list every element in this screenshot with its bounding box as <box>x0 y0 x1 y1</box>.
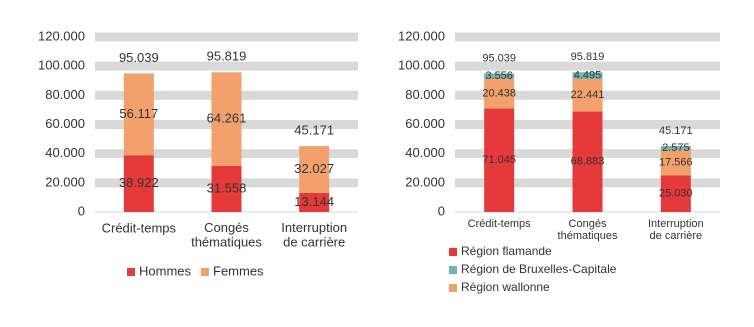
bar-segment <box>211 165 242 212</box>
value-label: 31.558 <box>207 180 247 195</box>
y-tick-label: 40.000 <box>405 145 445 160</box>
chart: 0 20.000 40.000 60.000 80.000 100.000 120.000 C… <box>398 28 720 294</box>
value-label: 3.556 <box>485 70 513 82</box>
y-tick-label: 20.000 <box>405 174 445 189</box>
bar-segment <box>299 146 330 193</box>
value-label: 25.030 <box>659 188 693 200</box>
bar-segment <box>211 72 242 166</box>
legend-label: Région wallonne <box>461 280 550 294</box>
bar-segment <box>484 73 515 79</box>
bar-segment <box>572 72 603 79</box>
y-tick-label: 0 <box>438 203 445 218</box>
total-label: 95.819 <box>571 51 605 63</box>
bar-segment <box>572 111 603 212</box>
bar-segment <box>299 192 330 212</box>
value-label: 38.922 <box>119 175 159 190</box>
value-label: 4.495 <box>574 69 602 81</box>
y-tick-label: 0 <box>78 203 85 218</box>
legend-label: Femmes <box>213 263 264 278</box>
chart: 0 20.000 40.000 60.000 80.000 100.000 120.000 C… <box>38 28 358 278</box>
legend-swatch <box>201 268 209 276</box>
y-tick-label: 120.000 <box>398 28 445 43</box>
total-label: 95.039 <box>482 52 516 64</box>
bar-segment <box>660 149 691 176</box>
value-label: 71.045 <box>482 154 516 166</box>
legend-swatch <box>449 248 457 256</box>
legend-swatch <box>449 284 457 292</box>
y-tick-label: 40.000 <box>45 145 85 160</box>
total-label: 95.819 <box>207 49 247 64</box>
legend-label: Hommes <box>139 263 192 278</box>
bar-segment <box>484 78 515 109</box>
legend-swatch <box>127 268 135 276</box>
x-tick-label: Interruption de carrière <box>281 220 347 249</box>
legend-label: Région de Bruxelles-Capitale <box>461 262 617 276</box>
value-label: 56.117 <box>119 106 158 121</box>
y-tick-label: 80.000 <box>45 87 85 102</box>
legend-label: Région flamande <box>461 244 552 258</box>
x-tick-label: Congés thématiques <box>558 218 618 242</box>
value-label: 68.883 <box>571 156 605 168</box>
x-tick-label: Crédit-temps <box>102 220 177 235</box>
legend-swatch <box>449 266 457 274</box>
y-tick-label: 60.000 <box>45 116 85 131</box>
value-label: 17.566 <box>659 157 693 169</box>
value-label: 20.438 <box>482 87 516 99</box>
y-tick-label: 100.000 <box>398 58 445 73</box>
bar-segment <box>123 155 154 212</box>
x-tick-label: Congés thématiques <box>191 220 262 249</box>
bar-segment <box>572 78 603 112</box>
bar-segment <box>484 108 515 212</box>
y-tick-label: 60.000 <box>405 116 445 131</box>
value-label: 64.261 <box>207 111 247 126</box>
y-tick-label: 100.000 <box>38 58 85 73</box>
value-label: 13.144 <box>294 194 334 209</box>
x-tick-label: Crédit-temps <box>468 218 531 230</box>
bar-segment <box>660 146 691 150</box>
y-tick-label: 120.000 <box>38 28 85 43</box>
total-label: 95.039 <box>119 50 159 65</box>
value-label: 2.575 <box>662 142 690 154</box>
value-label: 22.441 <box>571 89 605 101</box>
total-label: 45.171 <box>294 123 334 138</box>
bar-segment <box>660 175 691 212</box>
value-label: 32.027 <box>294 161 334 176</box>
y-tick-label: 80.000 <box>405 87 445 102</box>
x-tick-label: Interruption de carrière <box>648 218 704 242</box>
y-tick-label: 20.000 <box>45 174 85 189</box>
bar-segment <box>123 73 154 156</box>
total-label: 45.171 <box>659 125 693 137</box>
